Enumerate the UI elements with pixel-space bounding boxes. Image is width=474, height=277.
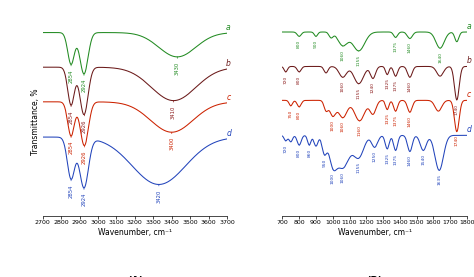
Text: d: d <box>466 125 472 134</box>
Text: 1460: 1460 <box>408 81 412 92</box>
Text: 1640: 1640 <box>438 52 442 63</box>
Text: 2926: 2926 <box>82 119 87 133</box>
Text: a: a <box>226 23 231 32</box>
Text: 2924: 2924 <box>82 79 86 92</box>
Text: 1060: 1060 <box>341 50 345 61</box>
Text: 1325: 1325 <box>385 113 389 124</box>
Text: (A): (A) <box>127 276 143 277</box>
Text: 800: 800 <box>297 149 301 157</box>
Text: 3420: 3420 <box>156 189 161 203</box>
Text: 1240: 1240 <box>371 82 375 93</box>
Text: 800: 800 <box>297 40 301 48</box>
Text: 1060: 1060 <box>341 122 345 132</box>
Text: 750: 750 <box>289 109 293 118</box>
Text: 3410: 3410 <box>171 106 176 119</box>
Text: c: c <box>466 90 471 99</box>
Text: 2854: 2854 <box>69 69 73 83</box>
Text: 800: 800 <box>297 76 301 84</box>
Text: 1325: 1325 <box>385 78 389 89</box>
Text: 1155: 1155 <box>357 88 361 99</box>
Text: 1460: 1460 <box>408 155 412 166</box>
Text: 1460: 1460 <box>408 42 412 53</box>
Text: 1155: 1155 <box>357 55 361 66</box>
Text: 1740: 1740 <box>455 104 459 115</box>
Text: 1250: 1250 <box>373 151 377 162</box>
Text: (B): (B) <box>366 276 383 277</box>
Text: 1060: 1060 <box>341 81 345 92</box>
Text: 1000: 1000 <box>331 173 335 184</box>
Text: 900: 900 <box>314 40 318 48</box>
X-axis label: Wavenumber, cm⁻¹: Wavenumber, cm⁻¹ <box>337 228 411 237</box>
X-axis label: Wavenumber, cm⁻¹: Wavenumber, cm⁻¹ <box>98 228 172 237</box>
Text: 1375: 1375 <box>393 41 398 52</box>
Text: 1460: 1460 <box>408 116 412 127</box>
Text: 1155: 1155 <box>357 162 361 173</box>
Text: 2854: 2854 <box>69 141 73 154</box>
Text: 950: 950 <box>322 159 327 167</box>
Text: 1375: 1375 <box>393 115 398 126</box>
Y-axis label: Transmittance, %: Transmittance, % <box>31 89 40 155</box>
Text: 2924: 2924 <box>82 193 86 206</box>
Text: 1375: 1375 <box>393 80 398 91</box>
Text: 720: 720 <box>284 76 288 84</box>
Text: 1160: 1160 <box>357 125 362 135</box>
Text: d: d <box>226 129 231 138</box>
Text: 1635: 1635 <box>437 174 441 185</box>
Text: 3400: 3400 <box>169 137 174 150</box>
Text: a: a <box>466 22 471 31</box>
Text: 860: 860 <box>307 149 311 157</box>
Text: 2926: 2926 <box>82 150 87 164</box>
Text: 3430: 3430 <box>175 62 180 75</box>
Text: b: b <box>226 59 231 68</box>
Text: 1060: 1060 <box>341 172 345 183</box>
Text: 2854: 2854 <box>69 184 73 198</box>
Text: 800: 800 <box>297 111 301 119</box>
Text: 1000: 1000 <box>331 120 335 131</box>
Text: c: c <box>226 93 230 102</box>
Text: b: b <box>466 57 472 65</box>
Text: 1740: 1740 <box>455 135 459 146</box>
Text: 1375: 1375 <box>393 154 398 165</box>
Text: 1325: 1325 <box>385 153 389 164</box>
Text: 2854: 2854 <box>69 110 73 124</box>
Text: 1540: 1540 <box>421 154 425 165</box>
Text: 720: 720 <box>284 145 288 153</box>
